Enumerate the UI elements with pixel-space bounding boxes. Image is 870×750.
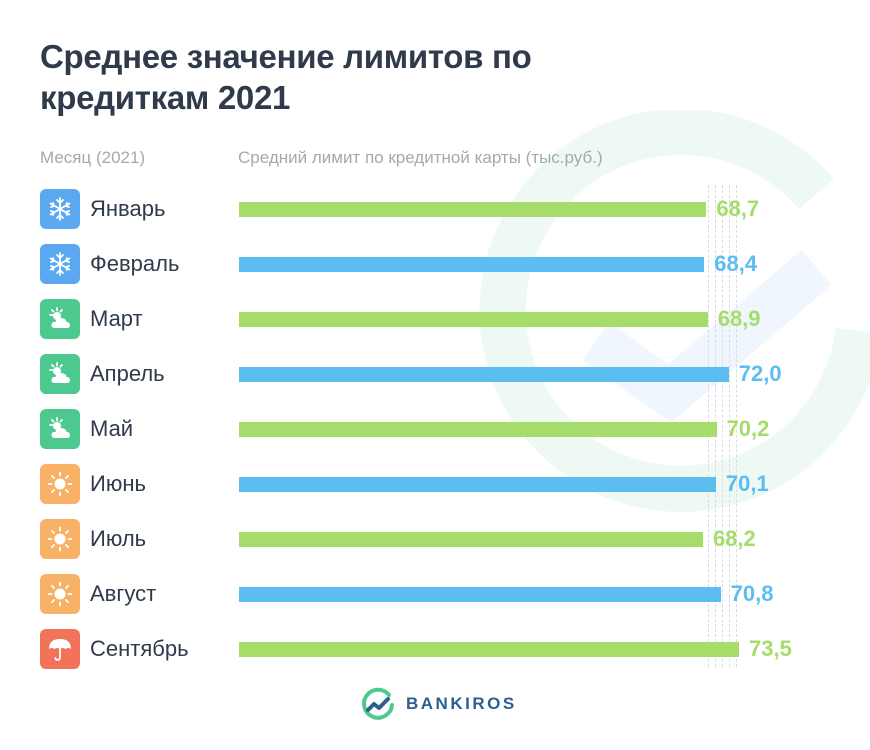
chart-row: Июнь 70,1 xyxy=(0,464,870,504)
umbrella-icon xyxy=(40,629,80,669)
snowflake-icon-graphic xyxy=(49,197,71,221)
chart-row: Май 70,2 xyxy=(0,409,870,449)
bankiros-logo: BANKIROS xyxy=(360,686,517,722)
category-label: Январь xyxy=(90,196,166,221)
category-label: Сентябрь xyxy=(90,636,189,661)
category-label: Апрель xyxy=(90,361,165,386)
category-label: Май xyxy=(90,416,134,441)
bar xyxy=(239,532,703,547)
chart-row: Апрель 72,0 xyxy=(0,354,870,394)
sun-icon xyxy=(40,574,80,614)
sun-cloud-icon xyxy=(40,354,80,394)
value-label: 70,8 xyxy=(730,581,774,606)
category-label: Июнь xyxy=(90,471,146,496)
chart-row: Август 70,8 xyxy=(0,574,870,614)
sun-cloud-icon-graphic xyxy=(49,417,70,438)
value-label: 73,5 xyxy=(749,636,792,661)
sun-icon xyxy=(40,519,80,559)
logo-text: BANKIROS xyxy=(406,694,517,713)
chart-row: Март 68,9 xyxy=(0,299,870,339)
bar xyxy=(239,477,716,492)
value-label: 70,2 xyxy=(726,416,770,441)
sun-cloud-icon xyxy=(40,299,80,339)
value-label: 68,4 xyxy=(714,251,758,276)
gridline xyxy=(722,185,723,667)
bar xyxy=(239,202,707,217)
chart-title: Среднее значение лимитов по кредиткам 20… xyxy=(40,38,532,116)
gridline xyxy=(736,185,737,667)
chart-row: Июль 68,2 xyxy=(0,519,870,559)
category-label: Март xyxy=(90,306,143,331)
sun-icon-graphic xyxy=(47,581,73,607)
snowflake-icon xyxy=(40,189,80,229)
chart-row: Февраль 68,4 xyxy=(0,244,870,284)
value-column-header: Средний лимит по кредитной карты (тыс.ру… xyxy=(238,148,603,167)
value-label: 68,9 xyxy=(717,306,761,331)
snowflake-icon-graphic xyxy=(49,252,71,276)
value-label: 68,2 xyxy=(712,526,756,551)
sun-icon xyxy=(40,464,80,504)
value-label: 68,7 xyxy=(716,196,760,221)
bankiros-logo-icon xyxy=(362,687,394,720)
gridline xyxy=(729,185,730,667)
bar xyxy=(239,312,708,327)
category-label: Июль xyxy=(90,526,147,551)
umbrella-icon-graphic xyxy=(49,639,71,661)
bar xyxy=(239,367,729,382)
chart-row: Сентябрь 73,5 xyxy=(0,629,870,669)
sun-icon-graphic xyxy=(47,526,73,552)
snowflake-icon xyxy=(40,244,80,284)
sun-cloud-icon-graphic xyxy=(49,307,70,328)
sun-cloud-icon-graphic xyxy=(49,362,70,383)
bar xyxy=(239,257,705,272)
month-column-header: Месяц (2021) xyxy=(40,148,146,167)
value-label: 72,0 xyxy=(738,361,782,386)
sun-icon-graphic xyxy=(47,471,73,497)
value-label: 70,1 xyxy=(725,471,769,496)
bar xyxy=(239,642,739,657)
category-label: Февраль xyxy=(90,251,180,276)
category-label: Август xyxy=(90,581,157,606)
sun-cloud-icon xyxy=(40,409,80,449)
chart-row: Январь 68,7 xyxy=(0,189,870,229)
bar xyxy=(239,587,721,602)
bar xyxy=(239,422,717,437)
